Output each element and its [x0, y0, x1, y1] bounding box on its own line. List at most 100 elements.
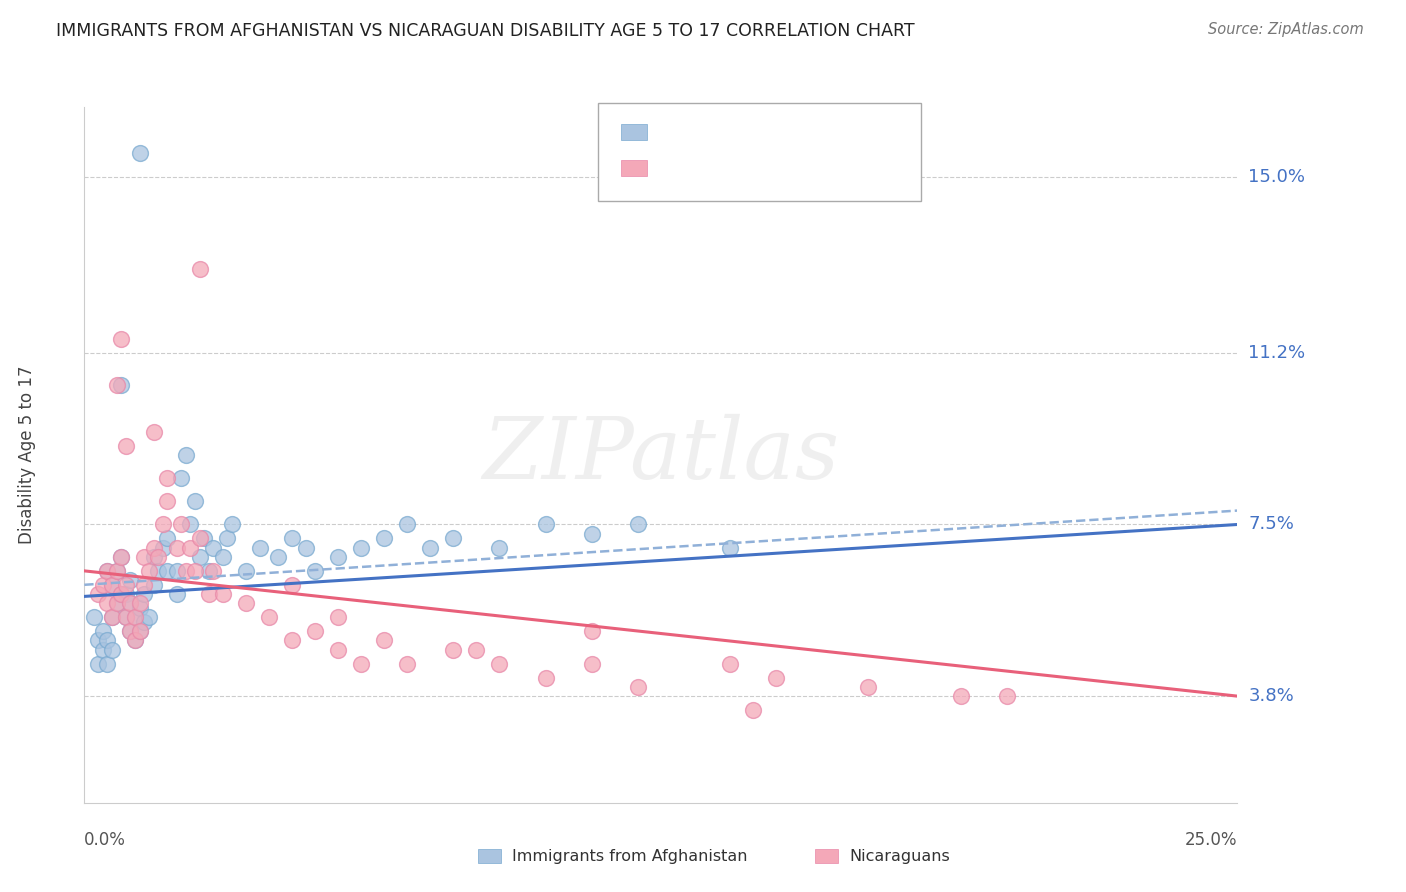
- Point: [166, 587, 188, 601]
- Point: [124, 610, 146, 624]
- Point: [441, 642, 464, 657]
- Point: [211, 549, 233, 564]
- Point: [128, 624, 150, 639]
- Point: [179, 541, 201, 555]
- Point: [627, 680, 650, 694]
- Point: [742, 703, 765, 717]
- Point: [326, 610, 349, 624]
- Text: 15.0%: 15.0%: [1249, 168, 1305, 186]
- Point: [134, 578, 156, 592]
- Point: [170, 471, 193, 485]
- Point: [267, 549, 290, 564]
- Point: [124, 610, 146, 624]
- Point: [105, 596, 128, 610]
- Point: [235, 564, 257, 578]
- Text: 7.5%: 7.5%: [1249, 516, 1295, 533]
- Point: [91, 578, 114, 592]
- Point: [138, 564, 160, 578]
- Point: [152, 541, 174, 555]
- Point: [170, 517, 193, 532]
- Point: [534, 517, 557, 532]
- Text: N =: N =: [747, 159, 794, 177]
- Text: Immigrants from Afghanistan: Immigrants from Afghanistan: [512, 849, 747, 863]
- Point: [441, 532, 464, 546]
- Point: [146, 564, 169, 578]
- Point: [101, 578, 124, 592]
- Point: [128, 146, 150, 161]
- Text: 3.8%: 3.8%: [1249, 687, 1294, 705]
- Point: [281, 633, 304, 648]
- Text: 25.0%: 25.0%: [1185, 830, 1237, 848]
- Point: [350, 541, 373, 555]
- Point: [198, 564, 221, 578]
- Point: [115, 439, 138, 453]
- Point: [184, 494, 207, 508]
- Point: [124, 633, 146, 648]
- Point: [235, 596, 257, 610]
- Point: [281, 532, 304, 546]
- Point: [101, 642, 124, 657]
- Point: [396, 517, 419, 532]
- Point: [83, 610, 105, 624]
- Text: N =: N =: [747, 123, 794, 141]
- Point: [373, 633, 395, 648]
- Point: [304, 564, 326, 578]
- Point: [138, 610, 160, 624]
- Point: [91, 624, 114, 639]
- Point: [156, 471, 179, 485]
- Point: [179, 517, 201, 532]
- Point: [257, 610, 280, 624]
- Point: [87, 587, 110, 601]
- Point: [96, 596, 118, 610]
- Point: [373, 532, 395, 546]
- Text: 0.064: 0.064: [697, 123, 749, 141]
- Point: [156, 494, 179, 508]
- Point: [101, 610, 124, 624]
- Point: [166, 564, 188, 578]
- Text: ZIPatlas: ZIPatlas: [482, 414, 839, 496]
- Point: [110, 587, 132, 601]
- Point: [995, 689, 1018, 703]
- Point: [152, 517, 174, 532]
- Point: [581, 624, 603, 639]
- Point: [101, 610, 124, 624]
- Point: [718, 541, 741, 555]
- Point: [156, 532, 179, 546]
- Point: [184, 564, 207, 578]
- Point: [87, 633, 110, 648]
- Text: R =: R =: [658, 123, 695, 141]
- Point: [188, 262, 211, 277]
- Point: [858, 680, 880, 694]
- Point: [198, 587, 221, 601]
- Point: [221, 517, 243, 532]
- Point: [120, 573, 142, 587]
- Point: [249, 541, 271, 555]
- Point: [174, 564, 197, 578]
- Point: [142, 578, 165, 592]
- Point: [166, 541, 188, 555]
- Text: Source: ZipAtlas.com: Source: ZipAtlas.com: [1208, 22, 1364, 37]
- Point: [110, 549, 132, 564]
- Point: [281, 578, 304, 592]
- Text: Nicaraguans: Nicaraguans: [849, 849, 950, 863]
- Point: [188, 532, 211, 546]
- Point: [581, 526, 603, 541]
- Point: [128, 601, 150, 615]
- Point: [96, 657, 118, 671]
- Point: [105, 564, 128, 578]
- Text: 63: 63: [796, 159, 818, 177]
- Point: [115, 578, 138, 592]
- Point: [120, 624, 142, 639]
- Point: [110, 332, 132, 346]
- Point: [465, 642, 488, 657]
- Text: 11.2%: 11.2%: [1249, 344, 1306, 362]
- Point: [120, 596, 142, 610]
- Point: [304, 624, 326, 639]
- Point: [156, 564, 179, 578]
- Point: [202, 564, 225, 578]
- Point: [350, 657, 373, 671]
- Point: [211, 587, 233, 601]
- Point: [120, 596, 142, 610]
- Point: [718, 657, 741, 671]
- Point: [174, 448, 197, 462]
